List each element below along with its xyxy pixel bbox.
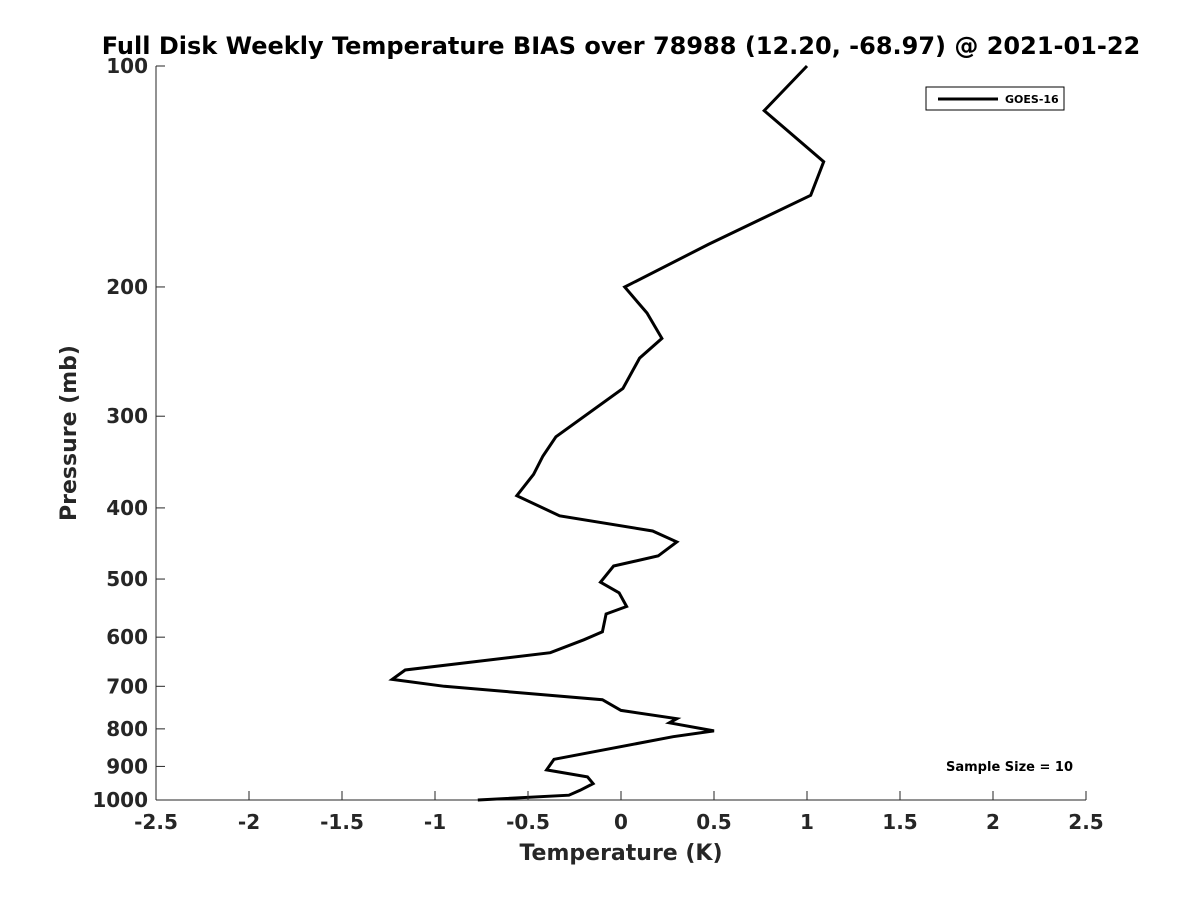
series-line-goes-16 [388, 64, 826, 802]
y-tick-label: 300 [106, 404, 148, 428]
legend-label-goes-16: GOES-16 [1005, 93, 1059, 106]
x-tick-label: -1 [424, 810, 446, 834]
x-tick-label: -1.5 [320, 810, 364, 834]
x-tick-label: 0 [614, 810, 628, 834]
y-tick-label: 500 [106, 567, 148, 591]
y-tick-label: 200 [106, 275, 148, 299]
y-tick-label: 1000 [92, 788, 148, 812]
x-axis-label: Temperature (K) [519, 841, 722, 866]
y-axis-ticks: 100 200 300 400 500 600 700 800 900 1000 [92, 54, 165, 812]
x-tick-label: 1 [800, 810, 814, 834]
y-axis-label: Pressure (mb) [57, 345, 82, 521]
sample-size-annotation: Sample Size = 10 [946, 760, 1073, 775]
y-tick-label: 700 [106, 674, 148, 698]
x-axis-ticks: -2.5 -2 -1.5 -1 -0.5 0 0.5 1 1.5 2 2.5 [134, 791, 1104, 834]
x-tick-label: 1.5 [882, 810, 917, 834]
y-tick-label: 800 [106, 717, 148, 741]
x-tick-label: 2 [986, 810, 1000, 834]
plot-area [155, 64, 1086, 802]
y-tick-label: 100 [106, 54, 148, 78]
y-tick-label: 600 [106, 625, 148, 649]
y-tick-label: 400 [106, 496, 148, 520]
x-tick-label: -2 [238, 810, 260, 834]
legend: GOES-16 [925, 86, 1065, 111]
x-tick-label: -2.5 [134, 810, 178, 834]
chart-title: Full Disk Weekly Temperature BIAS over 7… [102, 32, 1141, 60]
x-tick-label: -0.5 [506, 810, 550, 834]
x-tick-label: 0.5 [696, 810, 731, 834]
x-tick-label: 2.5 [1068, 810, 1103, 834]
y-tick-label: 900 [106, 754, 148, 778]
